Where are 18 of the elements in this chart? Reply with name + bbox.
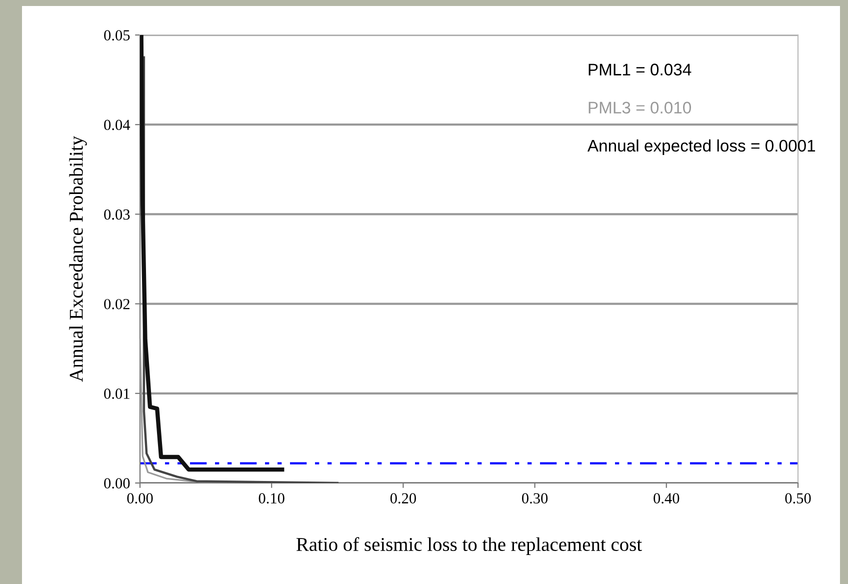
y-tick-label: 0.01 [104, 388, 130, 399]
line-series [140, 35, 284, 472]
x-tick-label: 0.20 [390, 493, 416, 504]
annotation: PML1 = 0.034 [588, 64, 692, 76]
annotation: PML3 = 0.010 [588, 102, 692, 114]
x-axis-title: Ratio of seismic loss to the replacement cost [296, 537, 642, 555]
x-tick-label: 0.10 [258, 493, 284, 504]
x-tick-label: 0.00 [127, 493, 153, 504]
x-tick-label: 0.50 [785, 493, 811, 504]
y-axis-title: Annual Exceedance Probability [69, 136, 87, 382]
y-tick-label: 0.02 [104, 298, 130, 310]
x-tick-label: 0.40 [654, 493, 680, 504]
y-tick-label: 0.05 [104, 30, 130, 41]
y-tick-label: 0.03 [104, 209, 130, 220]
y-tick-label: 0.04 [104, 120, 130, 130]
y-tick-label: 0.00 [104, 478, 130, 489]
annotation: Annual expected loss = 0.0001 [587, 139, 816, 155]
x-tick-label: 0.30 [522, 493, 548, 504]
